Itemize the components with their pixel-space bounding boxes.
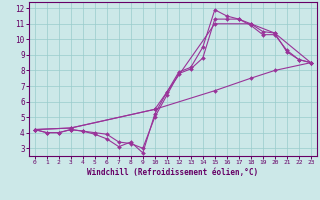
X-axis label: Windchill (Refroidissement éolien,°C): Windchill (Refroidissement éolien,°C) (87, 168, 258, 177)
